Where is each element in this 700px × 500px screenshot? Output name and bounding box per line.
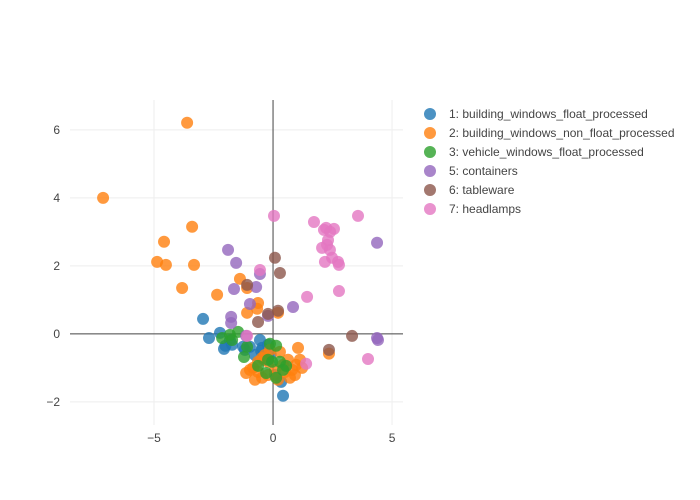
data-point[interactable] (346, 329, 359, 342)
data-point[interactable] (301, 290, 314, 303)
series-3 (216, 325, 293, 384)
x-tick-label: 5 (389, 431, 396, 445)
data-point[interactable] (283, 371, 296, 384)
data-point[interactable] (159, 258, 172, 271)
data-point[interactable] (260, 366, 273, 379)
data-point[interactable] (352, 209, 365, 222)
y-axis-ticks: −2 0 2 4 6 (46, 123, 60, 409)
y-tick-label: 6 (53, 123, 60, 137)
data-point[interactable] (267, 209, 280, 222)
data-points (97, 116, 385, 402)
legend-label: 3: vehicle_windows_float_processed (449, 145, 644, 159)
data-point[interactable] (270, 371, 283, 384)
data-point[interactable] (250, 280, 263, 293)
data-point[interactable] (300, 357, 313, 370)
data-point[interactable] (324, 225, 337, 238)
data-point[interactable] (237, 351, 250, 364)
data-point[interactable] (225, 317, 238, 330)
data-point[interactable] (230, 256, 243, 269)
grid-lines (70, 100, 403, 425)
data-point[interactable] (371, 331, 384, 344)
data-point[interactable] (371, 236, 384, 249)
data-point[interactable] (287, 301, 300, 314)
legend-item[interactable]: 1: building_windows_float_processed (424, 107, 648, 121)
legend-item[interactable]: 7: headlamps (424, 202, 521, 216)
data-point[interactable] (223, 328, 236, 341)
data-point[interactable] (253, 263, 266, 276)
data-point[interactable] (188, 258, 201, 271)
legend-item[interactable]: 2: building_windows_non_float_processed (424, 126, 675, 140)
data-point[interactable] (252, 315, 265, 328)
data-point[interactable] (307, 216, 320, 229)
data-point[interactable] (332, 258, 345, 271)
data-point[interactable] (262, 353, 275, 366)
data-point[interactable] (228, 283, 241, 296)
data-point[interactable] (362, 353, 375, 366)
legend: 1: building_windows_float_processed 2: bu… (424, 107, 675, 216)
data-point[interactable] (332, 285, 345, 298)
data-point[interactable] (270, 339, 283, 352)
legend-label: 2: building_windows_non_float_processed (449, 126, 675, 140)
data-point[interactable] (197, 312, 210, 325)
data-point[interactable] (252, 359, 265, 372)
data-point[interactable] (241, 340, 254, 353)
data-point[interactable] (222, 243, 235, 256)
data-point[interactable] (243, 297, 256, 310)
legend-marker-icon (424, 127, 436, 139)
data-point[interactable] (277, 389, 290, 402)
x-tick-label: −5 (147, 431, 161, 445)
data-point[interactable] (158, 235, 171, 248)
legend-label: 1: building_windows_float_processed (449, 107, 648, 121)
data-point[interactable] (240, 366, 253, 379)
legend-marker-icon (424, 184, 436, 196)
series-5 (241, 251, 359, 356)
y-tick-label: 4 (53, 191, 60, 205)
legend-item[interactable]: 6: tableware (424, 183, 515, 197)
data-point[interactable] (322, 343, 335, 356)
data-point[interactable] (211, 288, 224, 301)
legend-item[interactable]: 5: containers (424, 164, 518, 178)
legend-item[interactable]: 3: vehicle_windows_float_processed (424, 145, 644, 159)
series-6 (241, 209, 375, 370)
data-point[interactable] (186, 220, 199, 233)
data-point[interactable] (181, 116, 194, 129)
legend-marker-icon (424, 203, 436, 215)
data-point[interactable] (292, 341, 305, 354)
x-tick-label: 0 (270, 431, 277, 445)
data-point[interactable] (241, 278, 254, 291)
data-point[interactable] (176, 281, 189, 294)
data-point[interactable] (262, 307, 275, 320)
legend-marker-icon (424, 108, 436, 120)
legend-marker-icon (424, 165, 436, 177)
legend-label: 5: containers (449, 164, 518, 178)
data-point[interactable] (97, 191, 110, 204)
legend-label: 6: tableware (449, 183, 515, 197)
data-point[interactable] (241, 329, 254, 342)
data-point[interactable] (203, 331, 216, 344)
y-tick-label: 0 (53, 327, 60, 341)
x-axis-ticks: −5 0 5 (147, 431, 396, 445)
legend-marker-icon (424, 146, 436, 158)
data-point[interactable] (273, 267, 286, 280)
legend-label: 7: headlamps (449, 202, 521, 216)
y-tick-label: −2 (46, 395, 60, 409)
data-point[interactable] (248, 373, 261, 386)
data-point[interactable] (277, 363, 290, 376)
series-2 (97, 116, 335, 386)
data-point[interactable] (268, 251, 281, 264)
y-tick-label: 2 (53, 259, 60, 273)
data-point[interactable] (272, 304, 285, 317)
